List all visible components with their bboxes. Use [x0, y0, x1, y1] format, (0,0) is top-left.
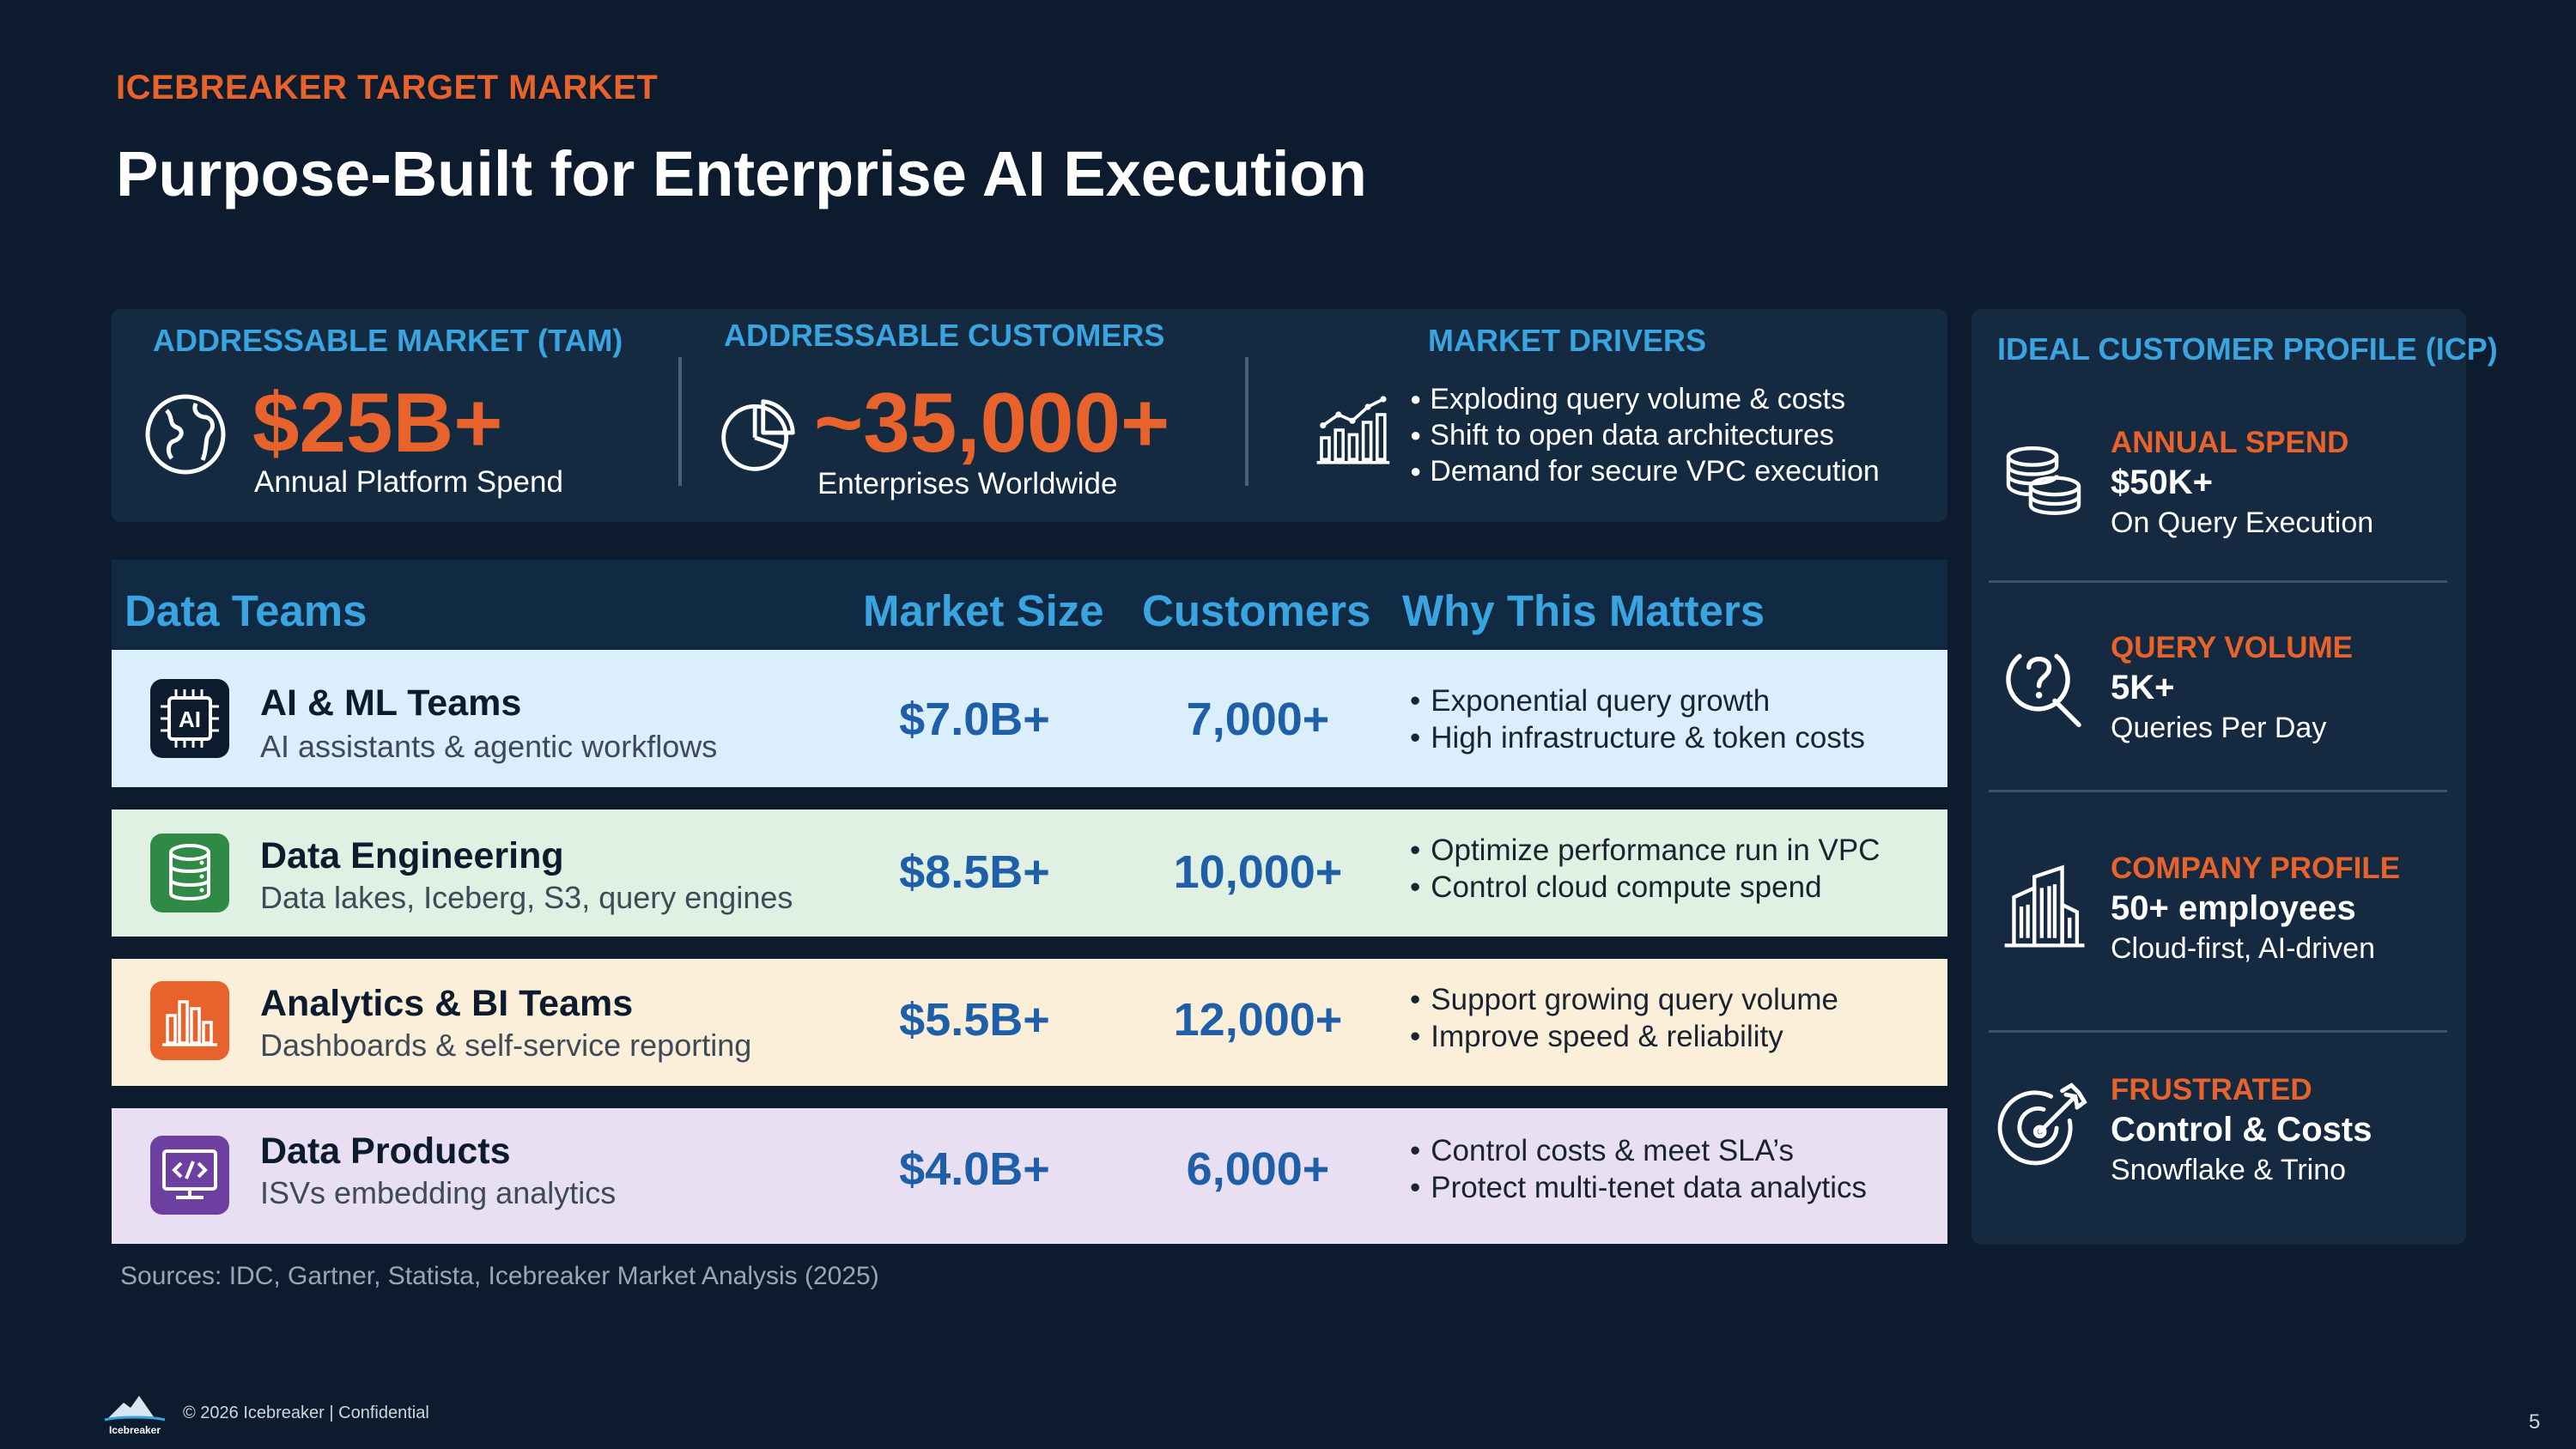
row-name: AI & ML Teams	[260, 682, 522, 724]
divider	[1989, 790, 2447, 792]
list-item: Improve speed & reliability	[1410, 1018, 1838, 1055]
icp-sub: Queries Per Day	[2111, 712, 2327, 744]
icp-value: 50+ employees	[2111, 889, 2356, 927]
market-size-value: $5.5B+	[899, 994, 1050, 1046]
list-item: Demand for secure VPC execution	[1410, 453, 1879, 489]
ai-chip-icon: AI	[150, 679, 229, 758]
col-market-size: Market Size	[863, 586, 1104, 635]
tam-value: $25B+	[252, 375, 503, 470]
customers-value: 7,000+	[1186, 694, 1330, 745]
table-header: Data Teams Market Size Customers Why Thi…	[112, 560, 1947, 649]
row-name: Data Products	[260, 1131, 511, 1172]
customers-value: 12,000+	[1173, 994, 1343, 1046]
drivers-label: MARKET DRIVERS	[1428, 323, 1707, 358]
icp-sub: Cloud-first, AI-driven	[2111, 932, 2375, 965]
row-desc: Data lakes, Iceberg, S3, query engines	[260, 880, 793, 915]
icp-sub: On Query Execution	[2111, 506, 2374, 539]
customers-value: ~35,000+	[814, 375, 1170, 470]
market-size-value: $7.0B+	[899, 694, 1050, 745]
col-why: Why This Matters	[1402, 586, 1765, 635]
list-item: Optimize performance run in VPC	[1410, 832, 1880, 869]
col-customers: Customers	[1142, 586, 1371, 635]
icp-title: IDEAL CUSTOMER PROFILE (ICP)	[1997, 331, 2498, 367]
list-item: High infrastructure & token costs	[1410, 719, 1865, 756]
icp-value: $50K+	[2111, 464, 2213, 501]
icp-value: Control & Costs	[2111, 1111, 2372, 1149]
icp-value: 5K+	[2111, 669, 2175, 706]
eyebrow: ICEBREAKER TARGET MARKET	[116, 69, 659, 106]
drivers-list: Exploding query volume & costs Shift to …	[1410, 381, 1880, 489]
tam-label: ADDRESSABLE MARKET (TAM)	[153, 323, 623, 358]
row-desc: ISVs embedding analytics	[260, 1175, 617, 1210]
bar-chart-icon	[150, 981, 229, 1060]
list-item: Support growing query volume	[1410, 981, 1838, 1018]
building-icon	[2004, 864, 2085, 948]
icp-label: FRUSTRATED	[2111, 1073, 2312, 1106]
list-item: Exponential query growth	[1410, 682, 1865, 719]
table-row: AI AI & ML Teams AI assistants & agentic…	[112, 650, 1947, 787]
market-size-value: $4.0B+	[899, 1143, 1050, 1195]
why-list: Support growing query volume Improve spe…	[1410, 981, 1838, 1055]
code-monitor-icon	[150, 1136, 229, 1215]
why-list: Control costs & meet SLA’s Protect multi…	[1410, 1132, 1867, 1206]
customers-sub: Enterprises Worldwide	[817, 467, 1118, 500]
why-list: Optimize performance run in VPC Control …	[1410, 832, 1880, 906]
icp-label: QUERY VOLUME	[2111, 631, 2353, 664]
logo-text: Icebreaker	[109, 1424, 161, 1436]
why-list: Exponential query growth High infrastruc…	[1410, 682, 1865, 756]
icp-label: ANNUAL SPEND	[2111, 426, 2349, 459]
market-stats-panel: ADDRESSABLE MARKET (TAM) $25B+ Annual Pl…	[112, 309, 1947, 522]
sources-note: Sources: IDC, Gartner, Statista, Icebrea…	[120, 1262, 879, 1290]
page-number: 5	[2529, 1410, 2541, 1434]
market-size-value: $8.5B+	[899, 846, 1050, 898]
database-icon	[150, 834, 229, 912]
table-row: Analytics & BI Teams Dashboards & self-s…	[112, 959, 1947, 1086]
list-item: Control cloud compute spend	[1410, 869, 1880, 906]
list-item: Control costs & meet SLA’s	[1410, 1132, 1867, 1169]
icp-sub: Snowflake & Trino	[2111, 1154, 2347, 1186]
list-item: Exploding query volume & costs	[1410, 381, 1880, 417]
list-item: Shift to open data architectures	[1410, 417, 1880, 453]
divider	[678, 357, 682, 486]
row-name: Analytics & BI Teams	[260, 983, 634, 1024]
customers-value: 6,000+	[1186, 1143, 1330, 1195]
customers-value: 10,000+	[1173, 846, 1343, 898]
coins-icon	[2006, 446, 2081, 515]
target-icon	[1997, 1082, 2087, 1166]
divider	[1989, 580, 2447, 583]
icebreaker-logo: Icebreaker	[101, 1389, 168, 1437]
divider	[1989, 1030, 2447, 1033]
row-name: Data Engineering	[260, 835, 564, 876]
globe-icon	[145, 394, 226, 475]
search-question-icon	[2006, 653, 2081, 728]
growth-chart-icon	[1316, 396, 1390, 464]
ai-chip-label: AI	[179, 706, 201, 732]
pie-chart-icon	[721, 399, 795, 471]
table-row: Data Products ISVs embedding analytics $…	[112, 1108, 1947, 1244]
footer-copyright: © 2026 Icebreaker | Confidential	[183, 1404, 429, 1422]
row-desc: AI assistants & agentic workflows	[260, 729, 718, 764]
icp-panel: IDEAL CUSTOMER PROFILE (ICP) ANNUAL SPEN…	[1971, 309, 2498, 1245]
list-item: Protect multi-tenet data analytics	[1410, 1169, 1867, 1206]
page-title: Purpose-Built for Enterprise AI Executio…	[116, 138, 1367, 209]
row-desc: Dashboards & self-service reporting	[260, 1028, 752, 1063]
icp-label: COMPANY PROFILE	[2111, 852, 2401, 885]
divider	[1245, 357, 1249, 486]
customers-label: ADDRESSABLE CUSTOMERS	[724, 318, 1165, 353]
col-data-teams: Data Teams	[125, 586, 368, 635]
tam-sub: Annual Platform Spend	[254, 465, 563, 499]
table-row: Data Engineering Data lakes, Iceberg, S3…	[112, 809, 1947, 937]
